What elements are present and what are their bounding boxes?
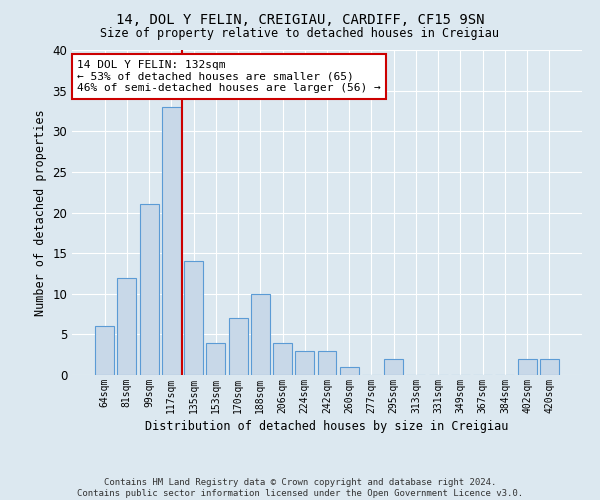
Bar — [518, 359, 536, 375]
Bar — [273, 342, 292, 375]
Bar — [206, 342, 225, 375]
Bar — [184, 261, 203, 375]
Bar — [162, 107, 181, 375]
Bar — [317, 350, 337, 375]
Text: Contains HM Land Registry data © Crown copyright and database right 2024.
Contai: Contains HM Land Registry data © Crown c… — [77, 478, 523, 498]
Text: 14 DOL Y FELIN: 132sqm
← 53% of detached houses are smaller (65)
46% of semi-det: 14 DOL Y FELIN: 132sqm ← 53% of detached… — [77, 60, 381, 93]
Bar — [118, 278, 136, 375]
Bar — [140, 204, 158, 375]
Bar — [295, 350, 314, 375]
Text: Size of property relative to detached houses in Creigiau: Size of property relative to detached ho… — [101, 28, 499, 40]
Y-axis label: Number of detached properties: Number of detached properties — [34, 109, 47, 316]
Bar — [340, 367, 359, 375]
Bar — [251, 294, 270, 375]
Bar — [95, 326, 114, 375]
Text: 14, DOL Y FELIN, CREIGIAU, CARDIFF, CF15 9SN: 14, DOL Y FELIN, CREIGIAU, CARDIFF, CF15… — [116, 12, 484, 26]
X-axis label: Distribution of detached houses by size in Creigiau: Distribution of detached houses by size … — [145, 420, 509, 433]
Bar — [540, 359, 559, 375]
Bar — [229, 318, 248, 375]
Bar — [384, 359, 403, 375]
